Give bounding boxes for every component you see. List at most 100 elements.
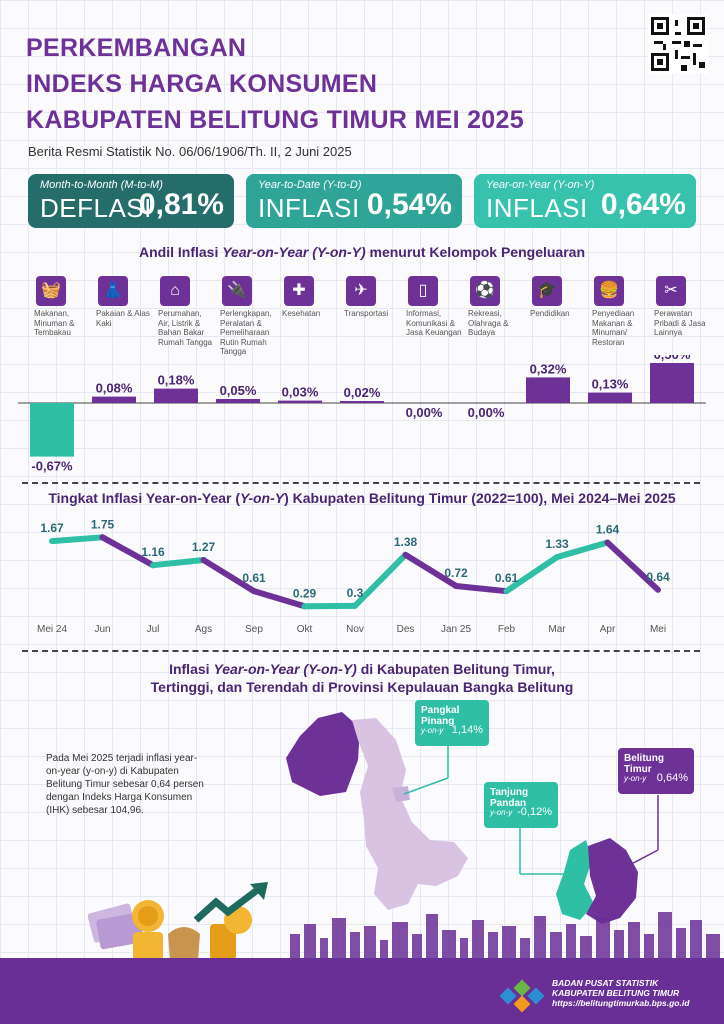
bps-logo-icon (500, 979, 545, 1013)
phone-icon: ▯ (408, 276, 438, 306)
sport-icon: ⚽ (470, 276, 500, 306)
group-label: Perawatan Pribadi & Jasa Lainnya (654, 309, 706, 337)
callout-tanjung-pandan-yoy: y-on-y (490, 808, 513, 817)
trend-point-label: 1.64 (596, 523, 620, 537)
andil-bar (92, 396, 136, 403)
andil-bar (340, 401, 384, 403)
footer-url[interactable]: https://belitungtimurkab.bps.go.id (552, 998, 690, 1008)
trend-month-label: Ags (195, 624, 212, 635)
first-aid-icon: ✚ (284, 276, 314, 306)
trend-heading: Tingkat Inflasi Year-on-Year (Y-on-Y) Ka… (0, 490, 724, 506)
andil-heading: Andil Inflasi Year-on-Year (Y-on-Y) menu… (0, 244, 724, 260)
trend-point-label: 1.27 (192, 540, 216, 554)
group-label: Pakaian & Alas Kaki (96, 309, 150, 328)
trend-month-label: Apr (600, 624, 616, 635)
card-mtom: Month-to-Month (M-to-M) DEFLASI 0,81% (28, 174, 234, 228)
card-mtom-kind: DEFLASI (40, 193, 152, 223)
map-heading-line-2: Tertinggi, dan Terendah di Provinsi Kepu… (150, 679, 574, 695)
fastfood-icon: 🍔 (594, 276, 624, 306)
andil-bar (526, 377, 570, 403)
trend-segment (503, 554, 560, 595)
callout-tanjung-pandan-value: -0,12% (517, 806, 552, 818)
trend-point-label: 0.64 (646, 570, 670, 584)
trend-heading-post: ) Kabupaten Belitung Timur (2022=100), M… (284, 490, 676, 506)
plug-icon: 🔌 (222, 276, 252, 306)
map-heading-em: Year-on-Year (Y-on-Y) (213, 661, 357, 677)
trend-point-label: 0.29 (293, 586, 317, 600)
callout-pangkal-pinang-yoy: y-on-y (421, 726, 444, 735)
andil-heading-post: menurut Kelompok Pengeluaran (365, 244, 586, 260)
card-ytod-label: Year-to-Date (Y-to-D) (258, 179, 362, 191)
map-heading-pre: Inflasi (169, 661, 214, 677)
basket-icon: 🧺 (36, 276, 66, 306)
pangkal-pinang-region (392, 786, 410, 802)
trend-segment (352, 551, 409, 609)
subtitle: Berita Resmi Statistik No. 06/06/1906/Th… (28, 144, 352, 159)
callout-belitung-timur-name: Belitung Timur (624, 753, 664, 775)
belitung-timur-region (586, 838, 638, 924)
andil-bar-label: 0,08% (96, 381, 133, 396)
title-line-3: KABUPATEN BELITUNG TIMUR MEI 2025 (26, 106, 524, 134)
andil-bar (30, 403, 74, 457)
trend-month-label: Jan 25 (441, 624, 471, 635)
trend-segment (49, 534, 106, 545)
andil-heading-pre: Andil Inflasi (139, 244, 223, 260)
trend-month-label: Jun (94, 624, 110, 635)
dress-icon: 👗 (98, 276, 128, 306)
card-ytod-value: 0,54% (366, 188, 452, 221)
graduation-cap-icon: 🎓 (532, 276, 562, 306)
group-label: Perlengkapan, Peralatan & Pemeliharaan R… (220, 309, 272, 356)
bangka-main-region (352, 718, 468, 910)
callout-tanjung-pandan-name: Tanjung Pandan (490, 787, 529, 809)
andil-bar-label: 0,00% (468, 405, 505, 420)
narrative-text: Pada Mei 2025 terjadi inflasi year-on-ye… (46, 753, 204, 816)
tanjung-pandan-region (556, 840, 594, 920)
trend-segment (453, 582, 510, 595)
card-yony: Year-on-Year (Y-on-Y) INFLASI 0,64% (474, 174, 696, 228)
trend-month-label: Des (397, 624, 415, 635)
callout-belitung-timur-value: 0,64% (656, 772, 688, 784)
andil-bar-label: 0,00% (406, 405, 443, 420)
trend-month-label: Nov (346, 624, 364, 635)
andil-bar-label: 0,05% (220, 383, 257, 398)
andil-bar (588, 392, 632, 403)
trend-month-label: Mei (650, 624, 666, 635)
card-yony-label: Year-on-Year (Y-on-Y) (486, 179, 595, 191)
map-heading-post: di Kabupaten Belitung Timur, (356, 661, 555, 677)
divider (22, 482, 700, 484)
trend-segment (554, 539, 611, 561)
trend-point-label: 1.38 (394, 535, 418, 549)
group-label: Perumahan, Air, Listrik & Bahan Bakar Ru… (158, 309, 213, 347)
andil-bar (278, 400, 322, 403)
trend-point-label: 0.61 (242, 571, 266, 585)
map-heading: Inflasi Year-on-Year (Y-on-Y) di Kabupat… (0, 660, 724, 696)
card-mtom-value: 0,81% (138, 188, 224, 221)
group-label: Rekreasi, Olahraga & Budaya (468, 309, 509, 337)
divider (22, 650, 700, 652)
trend-month-label: Mar (548, 624, 566, 635)
scissors-comb-icon: ✂ (656, 276, 686, 306)
qr-code-icon[interactable] (648, 14, 708, 74)
andil-bar-label: 0,13% (592, 377, 629, 392)
callout-pangkal-pinang-value: 1,14% (451, 724, 483, 736)
trend-month-label: Sep (245, 624, 263, 635)
andil-bar (154, 388, 198, 403)
trend-segment (402, 551, 459, 589)
card-ytod: Year-to-Date (Y-to-D) INFLASI 0,54% (246, 174, 462, 228)
map-heading-line-1: Inflasi Year-on-Year (Y-on-Y) di Kabupat… (0, 660, 724, 678)
group-label: Transportasi (344, 309, 389, 318)
group-label: Informasi, Komunikasi & Jasa Keuangan (406, 309, 462, 337)
andil-bar-label: -0,67% (31, 459, 73, 474)
card-yony-kind: INFLASI (486, 193, 588, 223)
footer-org-line-2: KABUPATEN BELITUNG TIMUR (552, 988, 680, 998)
trend-month-label: Okt (297, 624, 313, 635)
trend-point-label: 1.33 (545, 537, 569, 551)
callout-pangkal-pinang: Pangkal Pinang y-on-y 1,14% (415, 700, 489, 746)
trend-month-label: Feb (498, 624, 516, 635)
andil-bar-label: 0,18% (158, 373, 195, 388)
footer-band (0, 958, 724, 1024)
card-ytod-kind: INFLASI (258, 193, 360, 223)
title-line-1: PERKEMBANGAN (26, 34, 247, 62)
trend-point-label: 1.67 (40, 521, 64, 535)
andil-bar-label: 0,02% (344, 385, 381, 400)
